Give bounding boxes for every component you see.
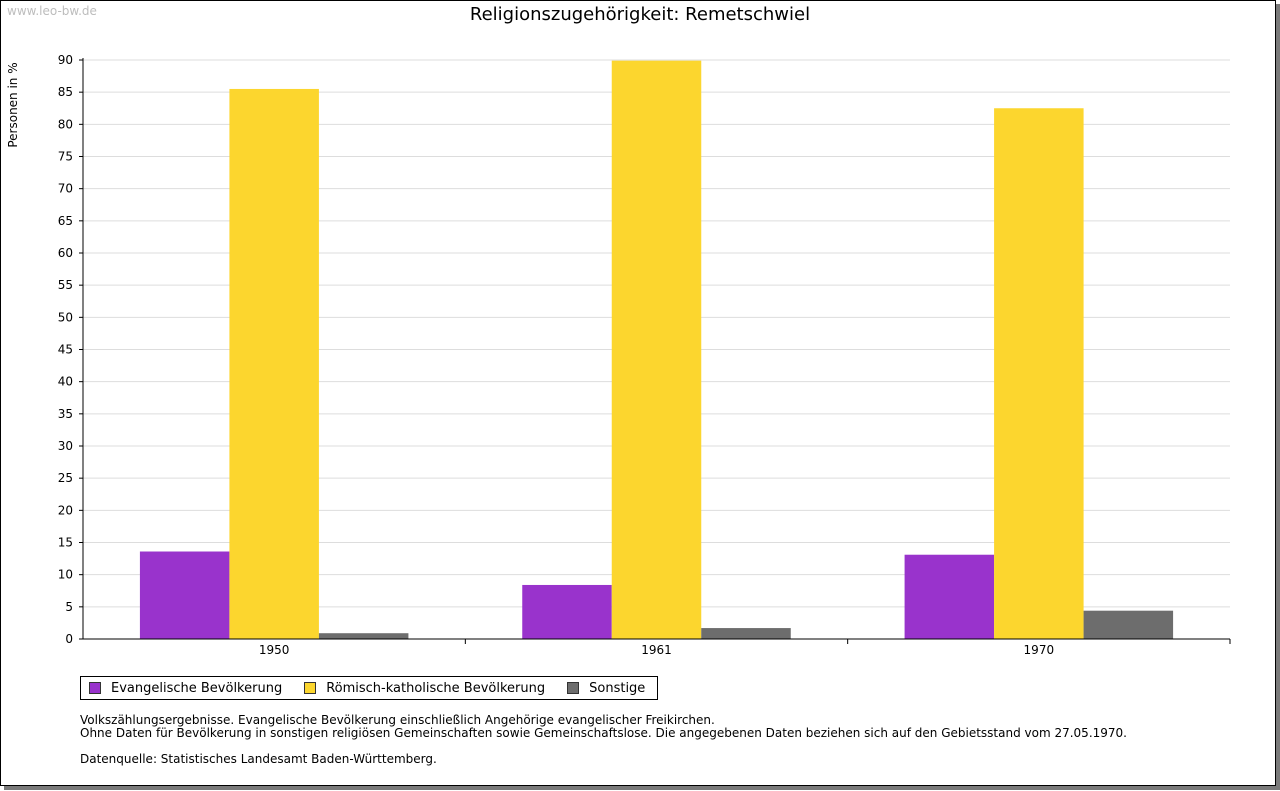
y-tick-label: 45 [58,343,73,357]
axes [79,58,1231,644]
bar-chart: 0 5 10 15 20 25 30 35 40 45 50 55 60 65 70 75 80 85 90 195… [58,53,1231,657]
bar-1970-3 [1083,610,1174,639]
y-tick-label: 25 [58,471,73,485]
legend-swatch-evangelisch [89,682,101,694]
legend-label-katholisch: Römisch-katholische Bevölkerung [326,680,546,696]
x-tick-label: 1961 [641,643,672,657]
bar-1950-1 [139,551,230,639]
note-line-1: Volkszählungsergebnisse. Evangelische Be… [80,713,715,727]
bar-1961-1 [522,584,612,639]
y-tick-label: 30 [58,439,73,453]
y-tick-labels: 0 5 10 15 20 25 30 35 40 45 50 55 60 65 70 75 80 85 90 [58,53,73,646]
x-tick-label: 1970 [1024,643,1055,657]
y-tick-label: 5 [65,600,73,614]
legend: Evangelische Bevölkerung Römisch-katholi… [80,676,659,700]
y-tick-label: 10 [58,568,73,582]
x-tick-label: 1950 [259,643,290,657]
legend-item-katholisch: Römisch-katholische Bevölkerung [304,681,545,696]
bar-1970-2 [994,108,1084,639]
legend-item-evangelisch: Evangelische Bevölkerung [89,681,282,696]
chart-title: Religionszugehörigkeit: Remetschwiel [469,4,811,25]
y-tick-label: 0 [65,632,73,646]
legend-item-sonstige: Sonstige [567,681,645,696]
y-tick-label: 80 [58,117,73,131]
x-tick-labels: 1950 1961 1970 [259,643,1054,657]
bar-1961-3 [701,628,791,639]
y-tick-label: 65 [58,214,73,228]
y-tick-label: 70 [58,182,73,196]
bar-1950-2 [229,88,319,639]
bars [139,60,1174,640]
bar-1950-3 [318,633,409,639]
y-tick-label: 75 [58,150,73,164]
note-line-2: Ohne Daten für Bevölkerung in sonstigen … [80,726,1127,740]
source-note: Datenquelle: Statistisches Landesamt Bad… [80,752,437,766]
watermark: www.leo-bw.de [7,4,97,18]
legend-label-evangelisch: Evangelische Bevölkerung [111,680,283,696]
bar-1970-1 [904,554,995,639]
legend-swatch-sonstige [567,682,580,694]
legend-label-sonstige: Sonstige [589,680,646,696]
y-tick-label: 55 [58,278,73,292]
y-tick-label: 15 [58,536,73,550]
y-tick-label: 90 [58,53,73,67]
y-tick-label: 50 [58,310,73,324]
y-tick-label: 35 [58,407,73,421]
y-tick-label: 20 [58,503,73,517]
bar-1961-2 [611,60,702,640]
y-tick-label: 40 [58,375,73,389]
legend-swatch-katholisch [304,682,317,694]
y-tick-label: 60 [58,246,73,260]
y-tick-label: 85 [58,85,73,99]
